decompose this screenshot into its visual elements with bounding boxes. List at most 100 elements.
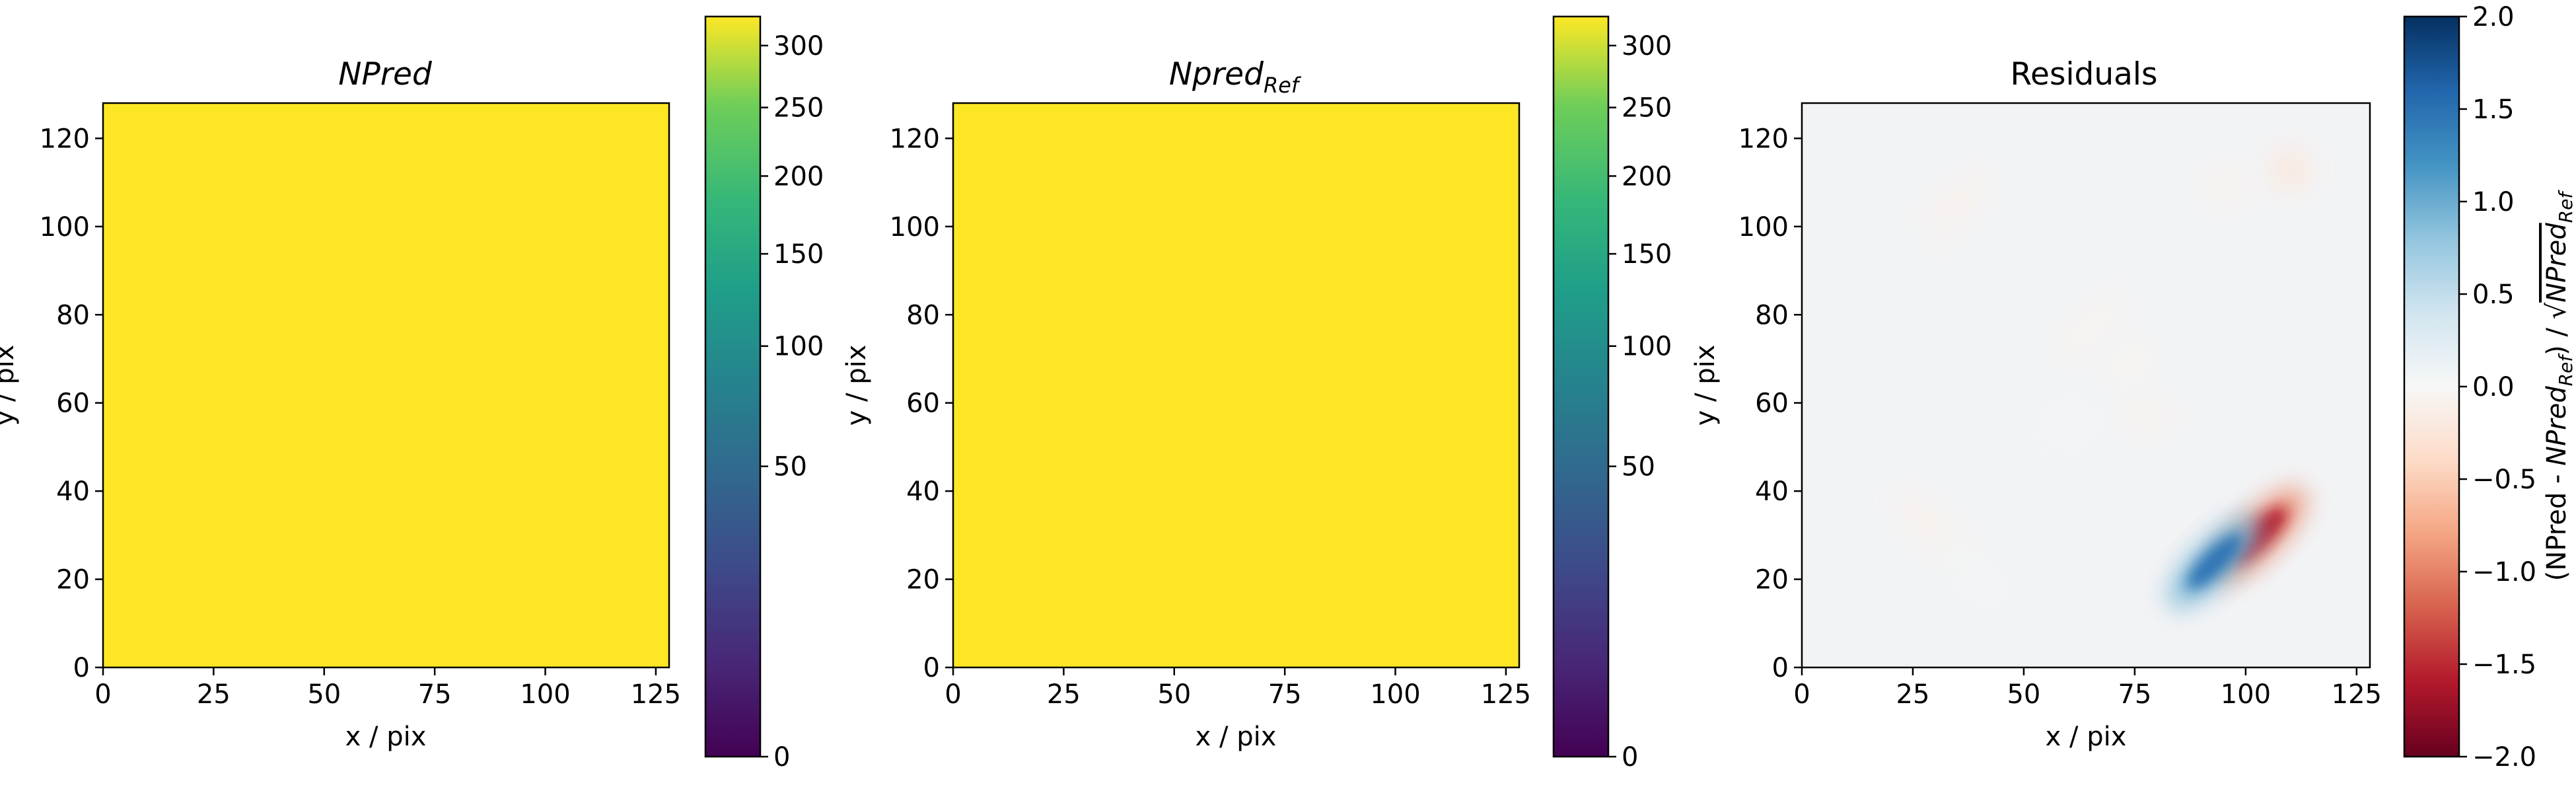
- panel-npred-ref-title-main: Npred: [1169, 56, 1264, 93]
- y-tick-label: 100: [40, 212, 90, 243]
- colorbar-tick-label: −1.0: [2472, 557, 2536, 587]
- panel-npred-yticks: 0 20 40 60 80 100 120: [40, 124, 103, 683]
- panel-residuals-colorbar-ticks: −2.0 −1.5 −1.0 −0.5 0.0 0.5 1.0 1.5 2.0: [2459, 2, 2536, 773]
- panel-npred-xticks: 0 25 50 75 100 125: [94, 667, 681, 710]
- panel-residuals-image: [1802, 103, 2370, 667]
- cb-label-part-4: ) / √: [2542, 302, 2572, 356]
- panel-npred-colorbar: [705, 17, 760, 757]
- colorbar-tick-label: 300: [773, 31, 824, 61]
- colorbar-tick-label: 200: [1622, 161, 1672, 192]
- y-tick-label: 120: [1738, 124, 1789, 154]
- residual-blob: [2108, 340, 2153, 386]
- colorbar-tick-label: 150: [773, 239, 824, 270]
- panel-npred-frame: [102, 102, 670, 669]
- y-tick-label: 60: [906, 389, 940, 419]
- colorbar-tick-label: 100: [773, 332, 824, 362]
- panel-residuals-title: Residuals: [2011, 56, 2158, 93]
- panel-npred-ref-title: NpredRef: [1169, 56, 1302, 98]
- panel-residuals-ylabel: y / pix: [1690, 345, 1721, 426]
- y-tick-label: 60: [1755, 389, 1789, 419]
- y-tick-label: 120: [40, 124, 90, 154]
- panel-npred-ref: NpredRef 0 25 50 75 100 125 0 20 40 60 80 100 120 x…: [841, 15, 1672, 773]
- colorbar-tick-label: 0: [1622, 742, 1638, 773]
- x-tick-label: 100: [520, 679, 570, 710]
- panel-npred-ref-frame: [952, 102, 1521, 669]
- y-tick-label: 120: [890, 124, 940, 154]
- panel-npred-xlabel: x / pix: [345, 722, 427, 752]
- panel-residuals-background: [1802, 103, 2370, 667]
- y-tick-label: 40: [1755, 476, 1789, 507]
- y-tick-label: 100: [890, 212, 940, 243]
- panel-npred-ref-ylabel: y / pix: [841, 345, 872, 426]
- colorbar-tick-label: 250: [773, 93, 824, 124]
- x-tick-label: 100: [1370, 679, 1420, 710]
- cb-label-part-5: NPred: [2542, 223, 2572, 303]
- cb-label-part-2: NPred: [2542, 386, 2572, 466]
- panel-npred-ylabel: y / pix: [0, 345, 20, 426]
- cb-label-part-6: Ref: [2555, 190, 2576, 223]
- panel-npred-ref-yticks: 0 20 40 60 80 100 120: [890, 124, 953, 683]
- panel-residuals-xlabel: x / pix: [2046, 722, 2127, 752]
- y-tick-label: 20: [906, 565, 940, 595]
- panel-npred-ref-xlabel: x / pix: [1196, 722, 1277, 752]
- residual-blob: [2161, 244, 2206, 280]
- colorbar-tick-label: 1.5: [2472, 94, 2515, 125]
- colorbar-tick-label: 100: [1622, 332, 1672, 362]
- colorbar-tick-label: −0.5: [2472, 465, 2536, 495]
- panel-npred-ref-colorbar-ticks: 0 50 100 150 200 250 300: [1608, 31, 1672, 773]
- y-tick-label: 40: [906, 476, 940, 507]
- x-tick-label: 75: [2118, 679, 2151, 710]
- x-tick-label: 25: [197, 679, 231, 710]
- panel-npred-ref-colorbar-frame: [1552, 15, 1610, 758]
- residual-blob-core: [2186, 533, 2242, 589]
- colorbar-tick-label: 0.5: [2472, 280, 2515, 310]
- colorbar-tick-label: 150: [1622, 239, 1672, 270]
- panel-residuals-xticks: 0 25 50 75 100 125: [1793, 667, 2382, 710]
- panel-residuals-yticks: 0 20 40 60 80 100 120: [1738, 124, 1802, 683]
- residual-blob: [1859, 217, 1939, 297]
- x-tick-label: 50: [1157, 679, 1191, 710]
- x-tick-label: 125: [2332, 679, 2382, 710]
- residual-blob: [2205, 169, 2250, 205]
- colorbar-tick-label: 200: [773, 161, 824, 192]
- colorbar-tick-label: 0: [773, 742, 790, 773]
- y-tick-label: 0: [1772, 653, 1789, 683]
- y-tick-label: 80: [56, 300, 90, 330]
- colorbar-tick-label: 250: [1622, 93, 1672, 124]
- panel-npred-ref-colorbar: [1554, 17, 1608, 757]
- cb-label-part-3: Ref: [2555, 353, 2576, 387]
- panel-npred-image: [103, 103, 669, 667]
- x-tick-label: 125: [1481, 679, 1531, 710]
- x-tick-label: 100: [2221, 679, 2271, 710]
- panel-residuals-features: [1859, 147, 2312, 609]
- panel-residuals-colorbar-label: (NPred - NPredRef) / √NPredRef: [2542, 190, 2576, 582]
- colorbar-tick-label: 300: [1622, 31, 1672, 61]
- x-tick-label: 0: [945, 679, 961, 710]
- residual-blob: [2121, 398, 2175, 434]
- colorbar-tick-label: −1.5: [2472, 650, 2536, 680]
- cb-label-part-1: (NPred -: [2542, 466, 2572, 581]
- colorbar-tick-label: 50: [1622, 452, 1655, 482]
- panel-npred-colorbar-ticks: 0 50 100 150 200 250 300: [760, 31, 824, 773]
- y-tick-label: 20: [1755, 565, 1789, 595]
- y-tick-label: 0: [73, 653, 90, 683]
- residual-blob: [2046, 407, 2091, 443]
- y-tick-label: 0: [923, 653, 940, 683]
- panel-npred-title: NPred: [338, 56, 433, 93]
- y-tick-label: 100: [1738, 212, 1789, 243]
- colorbar-tick-label: 50: [773, 452, 807, 482]
- x-tick-label: 75: [418, 679, 452, 710]
- panel-residuals-colorbar: [2404, 17, 2459, 757]
- residual-blob: [1937, 537, 2005, 605]
- x-tick-label: 25: [1047, 679, 1081, 710]
- colorbar-tick-label: −2.0: [2472, 742, 2536, 773]
- panel-residuals: Residuals 0 25 50 75 100 125 020406080100120 …: [1690, 2, 2576, 773]
- x-tick-label: 0: [94, 679, 111, 710]
- y-tick-label: 20: [56, 565, 90, 595]
- panel-npred: NPred 0 25 50 75 100 125 0 20 40 60 80 100 120 x / …: [0, 15, 824, 773]
- panel-residuals-frame: [1801, 102, 2371, 669]
- y-tick-label: 40: [56, 476, 90, 507]
- x-tick-label: 25: [1896, 679, 1930, 710]
- x-tick-label: 75: [1268, 679, 1302, 710]
- y-tick-label: 80: [1755, 300, 1789, 330]
